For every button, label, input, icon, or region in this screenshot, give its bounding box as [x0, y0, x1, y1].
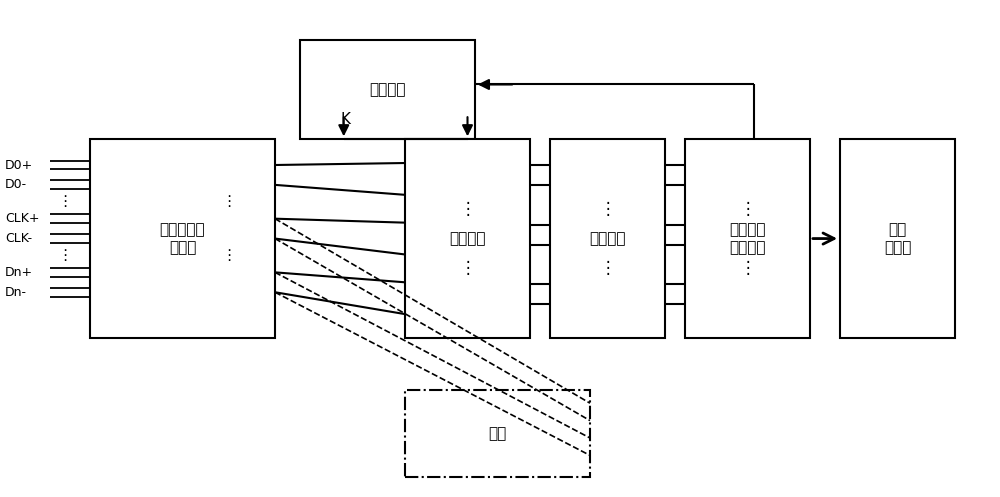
Text: 开关电路: 开关电路 — [449, 231, 486, 246]
FancyBboxPatch shape — [840, 139, 955, 338]
FancyBboxPatch shape — [405, 390, 590, 477]
Text: ⋮: ⋮ — [221, 248, 236, 263]
FancyBboxPatch shape — [300, 40, 475, 139]
Text: 隔离电路: 隔离电路 — [589, 231, 626, 246]
Text: 数据
寄存器: 数据 寄存器 — [884, 222, 911, 255]
Text: K: K — [340, 112, 350, 127]
Text: 微控制器: 微控制器 — [369, 82, 406, 97]
Text: D0+: D0+ — [5, 159, 33, 171]
Text: ⋮: ⋮ — [221, 194, 236, 209]
Text: D0-: D0- — [5, 178, 27, 191]
Text: ⋮: ⋮ — [599, 259, 616, 277]
Text: 高频模数
转换电路: 高频模数 转换电路 — [729, 222, 766, 255]
Text: Dn+: Dn+ — [5, 266, 33, 279]
Text: Dn-: Dn- — [5, 286, 27, 299]
Text: ⋮: ⋮ — [739, 200, 756, 218]
Text: ⋮: ⋮ — [57, 194, 73, 209]
Text: ⋮: ⋮ — [459, 259, 476, 277]
Text: 负载: 负载 — [488, 426, 507, 441]
Text: CLK+: CLK+ — [5, 212, 40, 225]
FancyBboxPatch shape — [685, 139, 810, 338]
Text: ⋮: ⋮ — [599, 200, 616, 218]
FancyBboxPatch shape — [90, 139, 275, 338]
Text: CLK-: CLK- — [5, 232, 32, 245]
FancyBboxPatch shape — [550, 139, 665, 338]
Text: ⋮: ⋮ — [739, 259, 756, 277]
FancyBboxPatch shape — [405, 139, 530, 338]
Text: 差分信号调
节电路: 差分信号调 节电路 — [160, 222, 205, 255]
Text: ⋮: ⋮ — [459, 200, 476, 218]
Text: ⋮: ⋮ — [57, 248, 73, 263]
